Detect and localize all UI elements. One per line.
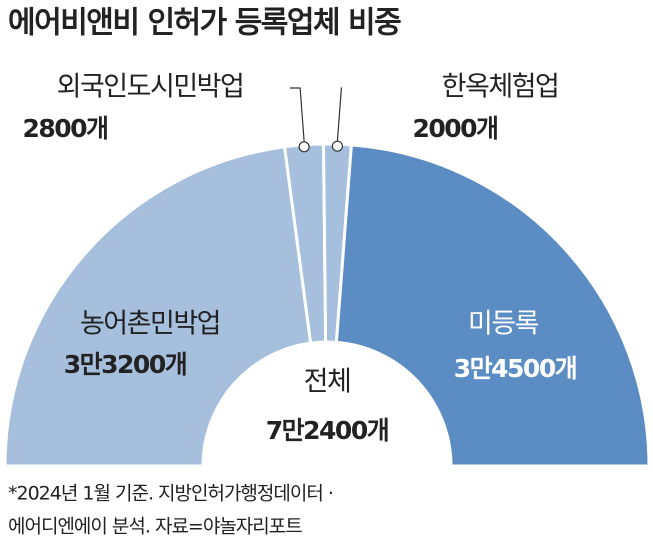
slice-label: 한옥체험업 bbox=[442, 72, 559, 103]
slice-label: 농어촌민박업 bbox=[80, 309, 220, 340]
value-label: 2000개 bbox=[412, 114, 497, 143]
center-value: 7만2400개 bbox=[266, 416, 388, 445]
leader-line bbox=[336, 87, 342, 142]
value-label: 3만3200개 bbox=[64, 350, 186, 379]
chart-title: 에어비앤비 인허가 등록업체 비중 bbox=[8, 6, 401, 41]
value-label: 2800개 bbox=[22, 114, 107, 143]
note: 에어디엔에이 분석. 자료=야놀자리포트 bbox=[8, 516, 302, 538]
slice-label: 미등록 bbox=[468, 309, 539, 340]
leader-line bbox=[290, 87, 305, 142]
value-label: 3만4500개 bbox=[454, 354, 576, 383]
slice bbox=[3, 145, 313, 468]
note: *2024년 1월 기준. 지방인허가행정데이터 · bbox=[8, 483, 333, 505]
slice bbox=[334, 143, 651, 468]
center-label: 전체 bbox=[304, 367, 351, 398]
leader-dot bbox=[331, 140, 343, 152]
leader-dot bbox=[298, 141, 310, 153]
slice-label: 외국인도시민박업 bbox=[57, 72, 244, 103]
